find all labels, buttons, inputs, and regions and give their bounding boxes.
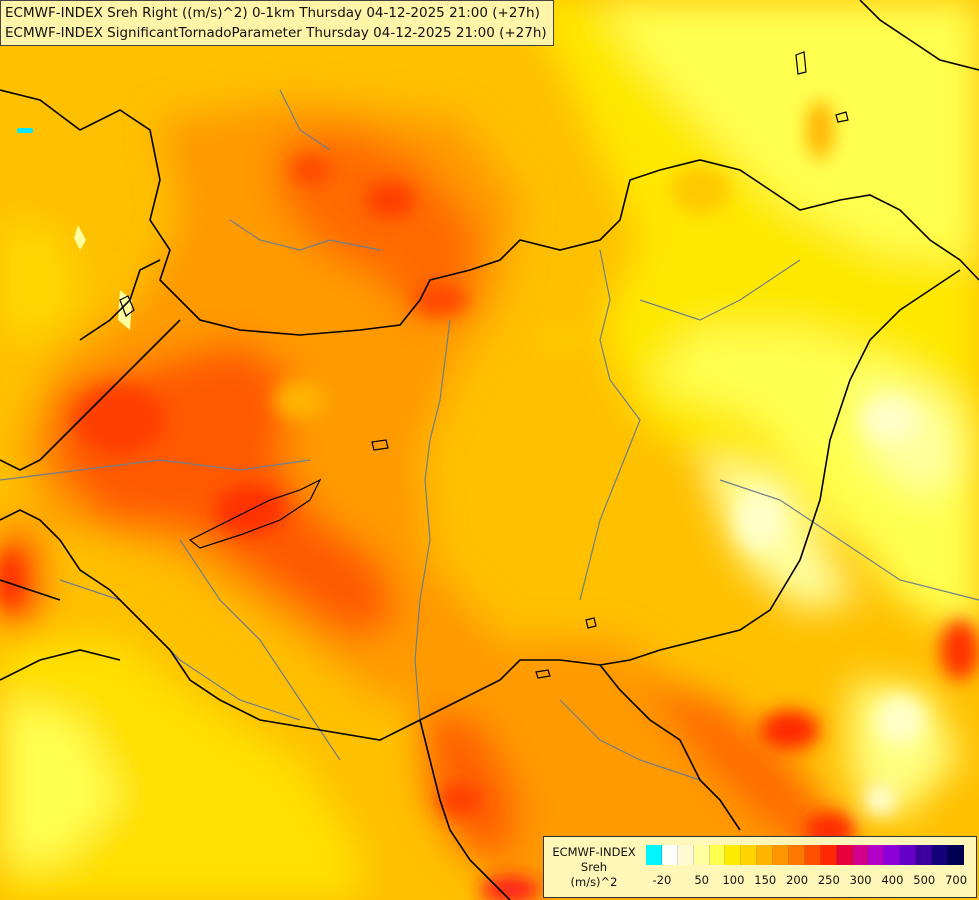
title-line-1: ECMWF-INDEX Sreh Right ((m/s)^2) 0-1km T… — [5, 5, 540, 21]
legend-swatch — [947, 845, 964, 865]
lakes — [119, 51, 849, 679]
legend-swatch — [884, 845, 901, 865]
legend-title-unit: (m/s)^2 — [570, 875, 618, 889]
legend-tick-label: 500 — [913, 873, 936, 887]
legend-swatch — [852, 845, 869, 865]
legend-swatch — [646, 845, 662, 865]
legend-tick-label: 700 — [945, 873, 968, 887]
legend-swatch — [773, 845, 790, 865]
legend-swatch — [836, 845, 853, 865]
legend-title-model: ECMWF-INDEX — [552, 845, 636, 859]
negative-helicity-spot — [17, 128, 33, 133]
legend-tick-labels: -20 50 100 150 200 250 300 400 500 700 — [646, 873, 970, 889]
legend-swatch — [868, 845, 885, 865]
legend-tick-label: 300 — [849, 873, 872, 887]
legend-swatch — [932, 845, 948, 865]
color-legend: ECMWF-INDEX Sreh (m/s)^2 -20 50 100 150 200 2… — [543, 836, 977, 898]
legend-swatch — [725, 845, 742, 865]
legend-title: ECMWF-INDEX Sreh (m/s)^2 — [548, 845, 640, 890]
legend-tick-label: 200 — [786, 873, 809, 887]
legend-tick-label: 400 — [881, 873, 904, 887]
legend-swatch — [741, 845, 758, 865]
rivers — [0, 89, 979, 781]
legend-color-swatches — [646, 845, 964, 865]
map-title-box: ECMWF-INDEX Sreh Right ((m/s)^2) 0-1km T… — [0, 0, 554, 46]
legend-tick-label: -20 — [652, 873, 672, 887]
legend-swatch — [757, 845, 774, 865]
legend-swatch — [677, 845, 694, 865]
title-line-2: ECMWF-INDEX SignificantTornadoParameter … — [5, 25, 547, 41]
legend-swatch — [916, 845, 933, 865]
legend-tick-label: 150 — [754, 873, 777, 887]
legend-swatch — [693, 845, 710, 865]
legend-swatch — [820, 845, 837, 865]
legend-tick-label: 50 — [694, 873, 709, 887]
legend-swatch — [709, 845, 726, 865]
legend-swatch — [804, 845, 821, 865]
legend-swatch — [661, 845, 678, 865]
legend-tick-label: 250 — [817, 873, 840, 887]
legend-title-variable: Sreh — [580, 860, 608, 874]
legend-swatch — [789, 845, 805, 865]
legend-tick-label: 100 — [722, 873, 745, 887]
helicity-maxima — [0, 100, 979, 900]
legend-swatch — [900, 845, 917, 865]
